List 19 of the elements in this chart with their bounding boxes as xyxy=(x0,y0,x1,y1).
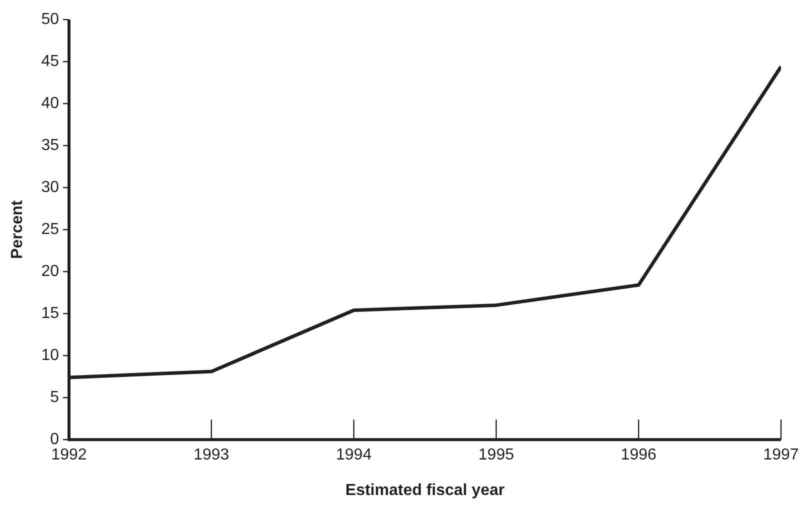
y-tick-label: 35 xyxy=(41,137,60,154)
y-tick-label: 30 xyxy=(41,179,60,196)
y-tick-label: 10 xyxy=(41,347,60,364)
x-tick-label: 1997 xyxy=(763,446,799,464)
y-tick-label: 5 xyxy=(50,389,60,406)
x-tick-label: 1992 xyxy=(51,446,87,464)
y-tick-label: 25 xyxy=(41,221,60,238)
y-tick-label: 45 xyxy=(41,53,60,70)
x-tick-label: 1993 xyxy=(194,446,230,464)
x-tick-label: 1994 xyxy=(336,446,372,464)
y-tick-label: 20 xyxy=(41,263,60,280)
x-tick-label: 1996 xyxy=(620,446,656,464)
x-tick-label: 1995 xyxy=(478,446,514,464)
y-axis-title: Percent xyxy=(9,200,26,259)
y-tick-label: 0 xyxy=(50,431,60,448)
x-axis-title: Estimated fiscal year xyxy=(345,482,505,499)
y-tick-label: 15 xyxy=(41,305,60,322)
y-tick-label: 50 xyxy=(41,11,60,28)
y-tick-label: 40 xyxy=(41,95,60,112)
